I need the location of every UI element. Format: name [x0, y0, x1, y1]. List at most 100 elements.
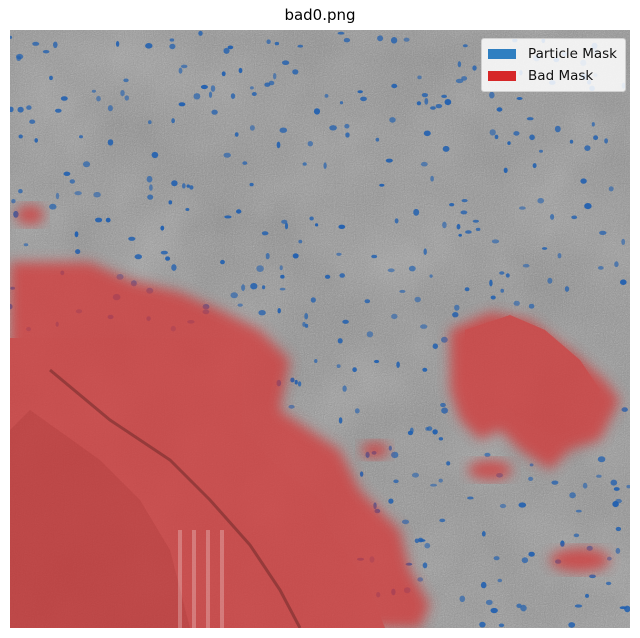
particle-dot [34, 138, 38, 143]
particle-dot [444, 99, 452, 106]
particle-dot [391, 83, 398, 89]
particle-dot [624, 605, 630, 613]
particle-dot [615, 498, 622, 504]
particle-dot [273, 73, 277, 80]
particle-dot [345, 132, 350, 138]
particle-dot [557, 253, 562, 259]
particle-dot [63, 171, 71, 176]
particle-dot [591, 122, 595, 127]
particle-dot [250, 86, 254, 90]
particle-dot [388, 498, 394, 504]
particle-dot [277, 308, 281, 314]
particle-dot [354, 408, 360, 414]
particle-dot [541, 247, 548, 250]
particle-dot [234, 132, 239, 137]
particle-dot [551, 480, 559, 485]
particle-dot [460, 210, 468, 215]
particle-dot [337, 31, 345, 35]
particle-dot [250, 283, 258, 290]
particle-dot [526, 117, 534, 121]
particle-dot [377, 35, 384, 42]
particle-dot [115, 41, 120, 47]
crack-line [49, 368, 302, 628]
particle-dot [580, 178, 587, 184]
particle-dot [519, 206, 526, 210]
particle-dot [178, 67, 183, 74]
particle-dot [151, 151, 159, 159]
particle-dot [564, 286, 570, 292]
particle-dot [429, 274, 433, 278]
particle-dot [186, 184, 190, 188]
particle-dot [456, 223, 461, 230]
particle-dot [74, 231, 79, 238]
particle-dot [446, 461, 451, 466]
particle-dot [107, 139, 114, 146]
particle-dot [124, 95, 129, 101]
particle-dot [615, 547, 621, 554]
particle-dot [309, 216, 314, 221]
particle-dot [605, 581, 612, 586]
particle-dot [96, 95, 101, 102]
particle-dot [18, 189, 23, 194]
particle-dot [338, 417, 343, 424]
particle-dot [529, 463, 534, 467]
particle-dot [302, 162, 307, 166]
particle-dot [435, 104, 443, 109]
particle-dot [441, 94, 447, 98]
particle-dot [230, 93, 236, 99]
particle-dot [599, 230, 607, 235]
particle-dot [241, 284, 246, 291]
particle-dot [379, 183, 385, 187]
particle-dot [464, 287, 470, 292]
particle-dot [496, 107, 503, 112]
particle-dot [452, 312, 459, 318]
particle-dot [364, 299, 371, 304]
particle-dot [528, 551, 535, 557]
particle-dot [449, 203, 455, 207]
particle-dot [597, 456, 606, 463]
particle-dot [208, 91, 213, 98]
particle-dot [185, 208, 190, 211]
particle-dot [307, 141, 313, 147]
particle-dot [169, 43, 176, 50]
legend-label-particle: Particle Mask [528, 46, 617, 62]
particle-dot [475, 227, 481, 231]
particle-dot [93, 191, 101, 198]
particle-dot [10, 106, 14, 113]
particle-dot [339, 273, 346, 278]
particle-dot [430, 175, 434, 182]
particle-dot [32, 41, 40, 46]
legend-item-particle: Particle Mask [488, 43, 617, 65]
particle-dot [573, 533, 580, 538]
particle-dot [249, 182, 254, 187]
particle-dot [279, 265, 283, 271]
particle-dot [371, 254, 378, 259]
particle-dot [302, 321, 306, 327]
legend-item-bad: Bad Mask [488, 65, 617, 87]
particle-dot [403, 37, 410, 42]
particle-dot [422, 562, 428, 569]
particle-dot [220, 259, 225, 265]
particle-dot [91, 89, 96, 93]
particle-dot [575, 509, 582, 513]
particle-dot [513, 131, 520, 136]
particle-dot [521, 557, 529, 564]
particle-dot [396, 361, 400, 368]
particle-dot [224, 215, 232, 219]
particle-dot [481, 531, 486, 537]
particle-dot [539, 149, 543, 153]
particle-dot [193, 93, 201, 100]
particle-dot [357, 90, 363, 94]
particle-dot [423, 130, 431, 137]
particle-dot [522, 263, 530, 268]
particle-dot [280, 274, 285, 279]
particle-dot [399, 289, 406, 293]
particle-dot [529, 134, 535, 141]
particle-dot [165, 256, 171, 261]
particle-dot [484, 452, 491, 457]
particle-dot [441, 336, 448, 343]
particle-dot [569, 492, 576, 499]
particle-dot [242, 161, 248, 165]
bad-swatch [488, 71, 517, 81]
particle-dot [500, 288, 505, 293]
